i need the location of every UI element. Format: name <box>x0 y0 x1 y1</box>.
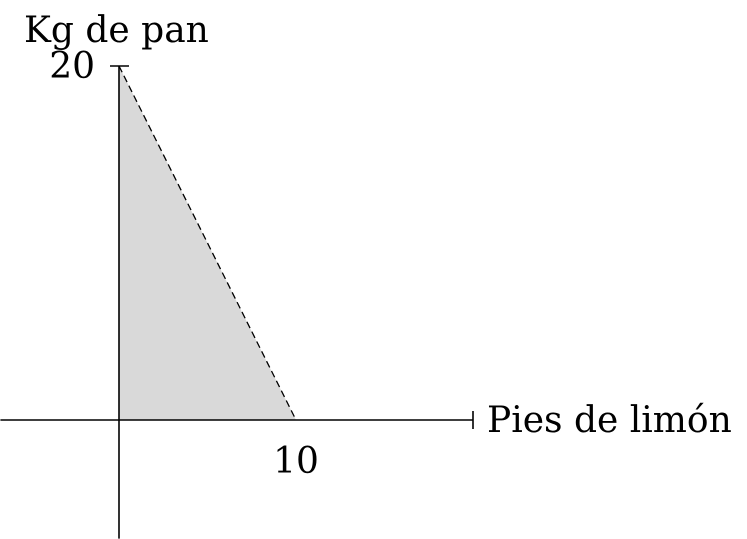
feasible-region <box>119 66 296 420</box>
y-tick-label-20: 20 <box>49 46 95 87</box>
x-tick-label-10: 10 <box>273 441 319 482</box>
x-axis-label: Pies de limón <box>487 400 732 441</box>
y-axis-label: Kg de pan <box>24 10 209 51</box>
